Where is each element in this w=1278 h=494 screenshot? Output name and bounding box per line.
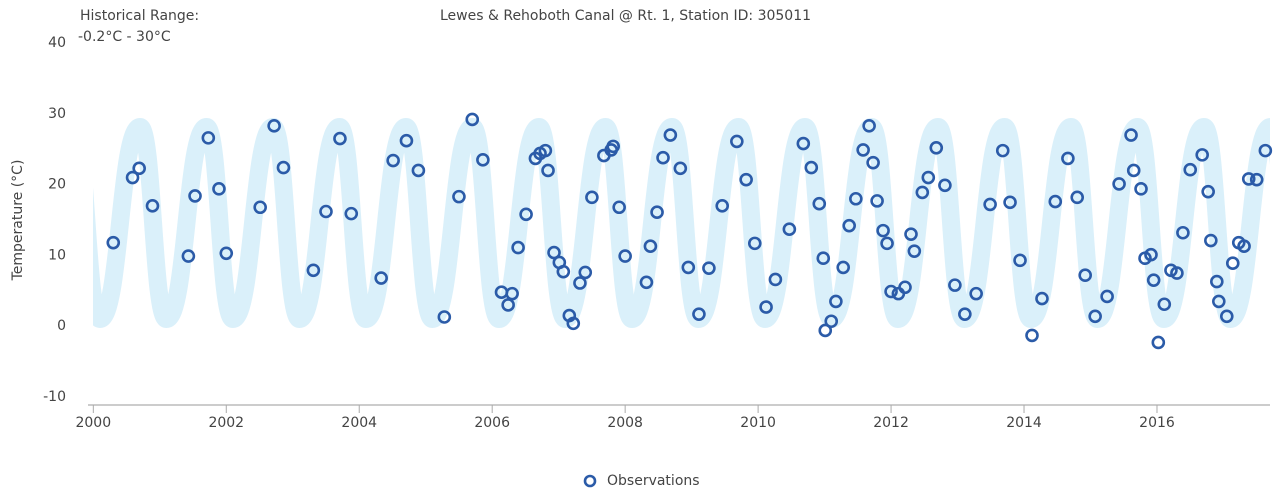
- x-tick-label: 2008: [607, 415, 643, 431]
- y-tick-label: 40: [48, 35, 66, 51]
- x-tick-label: 2000: [75, 415, 111, 431]
- chart-title: Lewes & Rehoboth Canal @ Rt. 1, Station …: [440, 8, 811, 24]
- legend-label: Observations: [607, 473, 700, 489]
- annotation: Historical Range:: [80, 8, 199, 24]
- y-axis-label: Temperature (°C): [10, 160, 26, 282]
- observation-point: [1153, 337, 1164, 348]
- x-tick-label: 2016: [1139, 415, 1175, 431]
- x-tick-label: 2012: [873, 415, 909, 431]
- x-tick-label: 2014: [1006, 415, 1042, 431]
- x-tick-label: 2010: [740, 415, 776, 431]
- x-tick-label: 2004: [341, 415, 377, 431]
- y-tick-label: -10: [43, 389, 66, 405]
- annotation-range: -0.2°C - 30°C: [78, 29, 171, 45]
- y-tick-label: 30: [48, 106, 66, 122]
- x-tick-label: 2006: [474, 415, 510, 431]
- observation-point: [1027, 330, 1038, 341]
- y-tick-label: 10: [48, 247, 66, 263]
- x-tick-label: 2002: [208, 415, 244, 431]
- y-tick-label: 20: [48, 177, 66, 193]
- y-tick-label: 0: [57, 318, 66, 334]
- historical-band: [34, 127, 1278, 319]
- legend-marker: [585, 476, 595, 486]
